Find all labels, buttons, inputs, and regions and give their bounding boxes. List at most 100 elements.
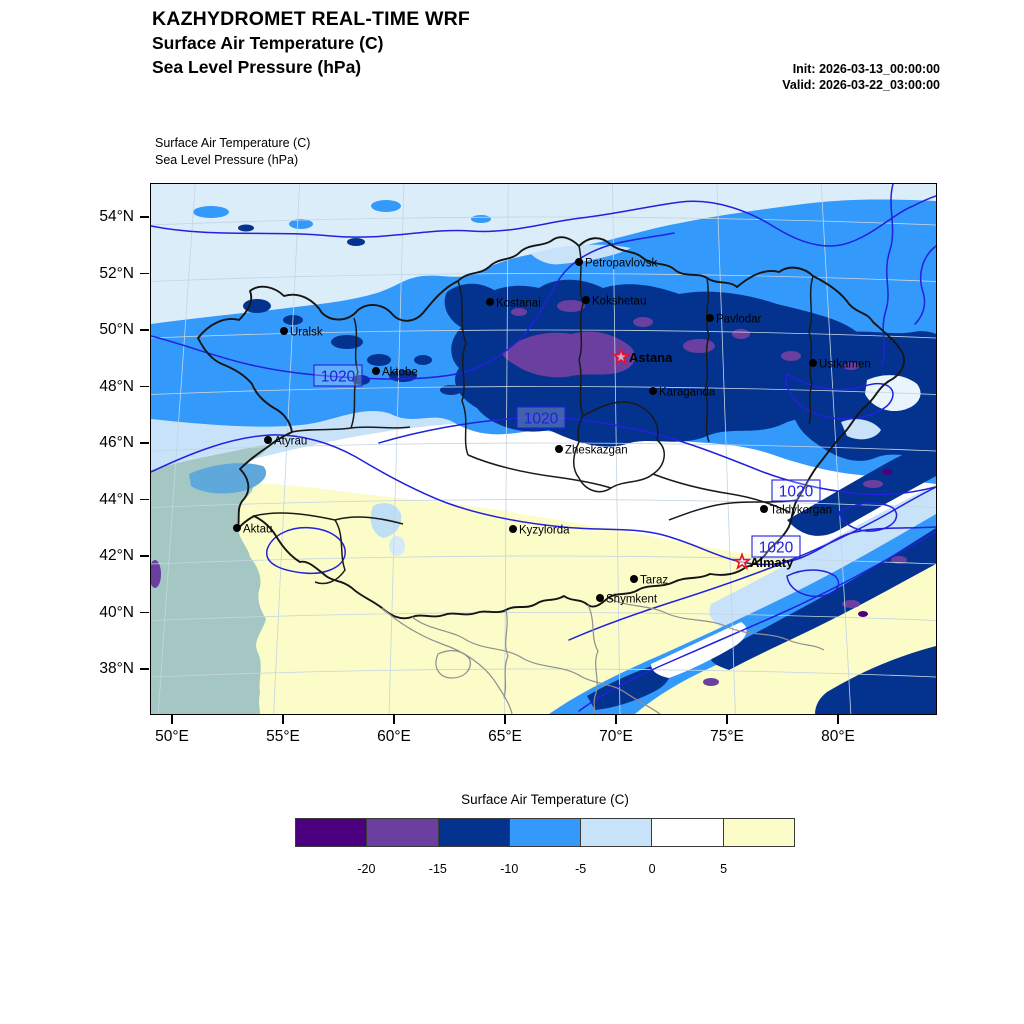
lon-axis-label: 50°E bbox=[155, 728, 189, 745]
city-label: Aktau bbox=[243, 524, 272, 536]
graticule-meridian bbox=[820, 184, 852, 714]
city-marker-kyzylorda: Kyzylorda bbox=[509, 525, 570, 537]
lat-axis-label: 40°N bbox=[99, 603, 134, 621]
pressure-label-text: 1020 bbox=[779, 484, 814, 501]
pressure-label-text: 1020 bbox=[759, 540, 794, 557]
graticule-parallel bbox=[151, 273, 936, 282]
lon-axis-label: 65°E bbox=[488, 728, 522, 745]
lon-axis-tick bbox=[504, 715, 506, 724]
lon-axis-label: 75°E bbox=[710, 728, 744, 745]
subtitle-temperature: Surface Air Temperature (C) bbox=[152, 33, 384, 53]
graticule bbox=[151, 184, 936, 714]
capital-star-icon bbox=[732, 552, 752, 571]
page-title: KAZHYDROMET REAL-TIME WRF bbox=[152, 8, 471, 30]
city-label: Astana bbox=[629, 350, 673, 365]
city-dot-icon bbox=[280, 327, 288, 335]
lon-axis-tick bbox=[282, 715, 284, 724]
subtitle-pressure: Sea Level Pressure (hPa) bbox=[152, 57, 362, 77]
pressure-label: 1020 bbox=[751, 535, 801, 558]
city-label: Almaty bbox=[750, 555, 794, 570]
city-dot-icon bbox=[630, 575, 638, 583]
legend-cell bbox=[437, 818, 510, 847]
lat-axis-tick bbox=[140, 272, 149, 275]
city-marker-almaty: Almaty bbox=[732, 552, 794, 571]
city-label: Kostanai bbox=[496, 298, 541, 310]
city-label: Ustkamen bbox=[819, 359, 871, 371]
map-plot-frame: 1020 1020 1020 1020 Petropavlovsk Kostanai Ko… bbox=[150, 183, 937, 715]
graticule-parallel bbox=[151, 329, 936, 339]
lat-axis-tick bbox=[140, 611, 149, 614]
lon-axis-tick bbox=[615, 715, 617, 724]
caspian-sea bbox=[151, 445, 269, 714]
pressure-label-text: 1020 bbox=[321, 369, 356, 386]
pressure-label-box bbox=[313, 364, 363, 387]
pressure-label-box bbox=[751, 535, 801, 558]
lat-axis-tick bbox=[140, 385, 149, 388]
city-marker-kostanai: Kostanai bbox=[486, 298, 541, 310]
lat-axis-label: 54°N bbox=[99, 208, 134, 225]
pressure-label: 1020 bbox=[516, 406, 566, 429]
city-dot-icon bbox=[486, 298, 494, 306]
lat-axis-label: 42°N bbox=[99, 547, 134, 564]
city-label: Shymkent bbox=[606, 594, 658, 606]
city-marker-taraz: Taraz bbox=[630, 575, 668, 587]
legend-cell bbox=[580, 818, 653, 847]
city-dot-icon bbox=[372, 367, 380, 375]
oblast-borders bbox=[253, 245, 814, 585]
city-label: Zheskazgan bbox=[565, 445, 628, 457]
capital-star-icon bbox=[611, 347, 631, 366]
graticule-parallel bbox=[151, 499, 936, 508]
city-label: Taraz bbox=[640, 575, 668, 587]
graticule-meridian bbox=[612, 184, 621, 714]
graticule-meridian bbox=[716, 184, 736, 714]
city-dot-icon bbox=[264, 436, 272, 444]
legend-cell bbox=[508, 818, 582, 847]
city-label: Pavlodar bbox=[716, 314, 762, 326]
pressure-label-box bbox=[771, 479, 821, 502]
city-dot-icon bbox=[596, 594, 604, 602]
lon-axis-label: 60°E bbox=[377, 728, 411, 745]
city-marker-layer: Petropavlovsk Kostanai Kokshetau Pavlodar Ur… bbox=[233, 258, 871, 606]
city-label: Petropavlovsk bbox=[585, 258, 657, 270]
city-label: Uralsk bbox=[290, 327, 323, 339]
lon-axis-label: 70°E bbox=[599, 728, 633, 745]
city-label: Kyzylorda bbox=[519, 525, 570, 537]
lat-axis-tick bbox=[140, 329, 149, 331]
lat-axis-tick bbox=[140, 216, 149, 218]
lat-axis-tick bbox=[140, 498, 149, 501]
lon-axis-tick bbox=[393, 715, 395, 724]
lat-axis-tick bbox=[140, 442, 149, 444]
lon-axis-tick bbox=[171, 715, 173, 724]
lon-axis-tick bbox=[837, 715, 839, 724]
map-caption-temperature: Surface Air Temperature (C) bbox=[155, 136, 311, 150]
city-marker-astana: Astana bbox=[611, 347, 673, 366]
city-dot-icon bbox=[649, 387, 657, 395]
city-dot-icon bbox=[706, 314, 714, 322]
neighbor-borders bbox=[381, 597, 825, 714]
city-marker-aktobe: Aktobe bbox=[372, 367, 418, 379]
city-label: Atyrau bbox=[274, 436, 307, 448]
legend-color-bar bbox=[295, 818, 795, 847]
legend-cell bbox=[651, 818, 724, 847]
city-marker-zheskazgan: Zheskazgan bbox=[555, 445, 628, 457]
graticule-parallel bbox=[151, 216, 936, 226]
graticule-parallel bbox=[151, 612, 936, 621]
city-label: Kokshetau bbox=[592, 296, 646, 308]
graticule-meridian bbox=[273, 184, 300, 714]
graticule-parallel bbox=[151, 668, 936, 678]
pressure-label-layer: 1020 1020 1020 1020 bbox=[313, 364, 821, 558]
weather-map: 1020 1020 1020 1020 Petropavlovsk Kostanai Ko… bbox=[151, 184, 936, 714]
graticule-meridian bbox=[388, 184, 405, 714]
lon-axis-tick bbox=[726, 715, 728, 724]
pressure-label: 1020 bbox=[771, 479, 821, 502]
lon-axis-label: 80°E bbox=[821, 728, 855, 745]
lat-axis-label: 46°N bbox=[99, 434, 134, 451]
city-marker-petropavlovsk: Petropavlovsk bbox=[575, 258, 657, 270]
legend-cell bbox=[722, 818, 795, 847]
graticule-parallel bbox=[151, 442, 936, 452]
legend-cell bbox=[366, 818, 439, 847]
region-borders bbox=[197, 236, 905, 620]
city-dot-icon bbox=[575, 258, 583, 266]
lat-axis-label: 38°N bbox=[99, 660, 134, 677]
